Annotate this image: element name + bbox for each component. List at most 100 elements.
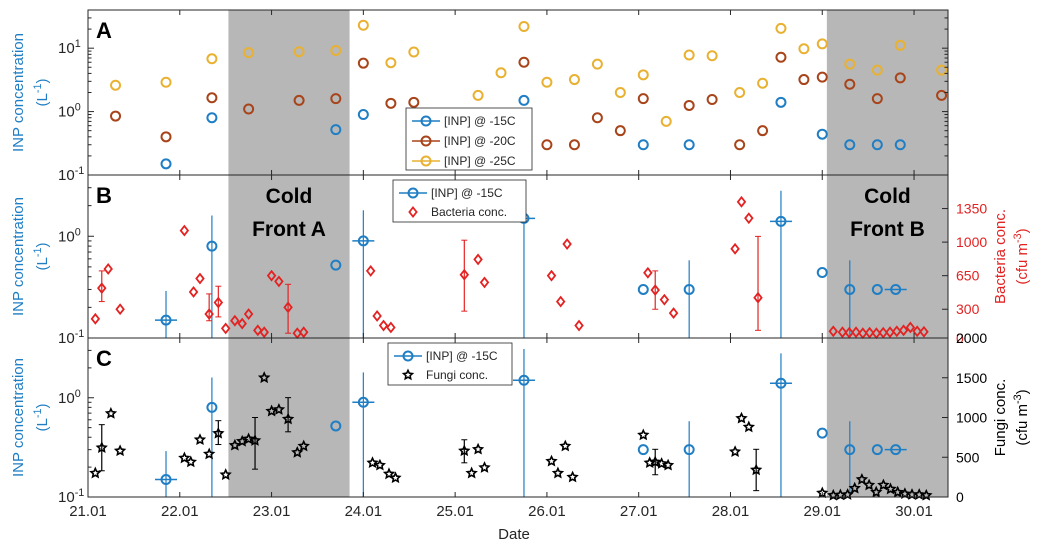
fungi-marker bbox=[898, 487, 911, 500]
inp-marker bbox=[206, 401, 218, 413]
right-y-tick-label: 300 bbox=[956, 301, 980, 317]
bacteria-marker bbox=[266, 269, 277, 282]
bacteria-marker bbox=[479, 276, 490, 289]
bacteria-marker bbox=[919, 325, 929, 338]
inp-marker bbox=[683, 444, 695, 456]
y-tick-label: 100 bbox=[58, 226, 81, 245]
inp-marker bbox=[890, 283, 902, 295]
inp-marker bbox=[798, 43, 810, 55]
fungi-marker bbox=[870, 485, 883, 498]
fungi-marker bbox=[366, 456, 379, 469]
bacteria-marker bbox=[892, 325, 902, 338]
bacteria-marker bbox=[378, 319, 389, 332]
right-y-tick-label: 2000 bbox=[956, 330, 987, 346]
bacteria-marker bbox=[753, 291, 763, 304]
fungi-marker bbox=[884, 482, 897, 495]
inp-marker bbox=[775, 51, 787, 63]
fungi-marker bbox=[566, 470, 579, 483]
fungi-marker bbox=[559, 439, 572, 452]
bacteria-marker bbox=[204, 308, 214, 320]
fungi-marker bbox=[272, 402, 286, 415]
fungi-marker bbox=[749, 463, 763, 476]
fungi-marker bbox=[637, 428, 650, 441]
inp-marker bbox=[518, 94, 530, 106]
inp-marker bbox=[683, 139, 695, 151]
inp-marker bbox=[816, 128, 828, 140]
inp-marker bbox=[110, 79, 122, 91]
fungi-marker bbox=[545, 454, 558, 467]
inp-marker bbox=[757, 125, 769, 137]
fungi-marker bbox=[228, 438, 242, 451]
bacteria-marker bbox=[546, 269, 557, 282]
inp-marker bbox=[798, 74, 810, 86]
x-tick-label: 21.01 bbox=[69, 503, 107, 520]
inp-marker bbox=[844, 58, 856, 70]
x-tick-label: 27.01 bbox=[620, 503, 658, 520]
bacteria-marker bbox=[188, 286, 199, 298]
y-tick-label: 10-1 bbox=[58, 328, 84, 347]
inp-marker bbox=[614, 87, 626, 98]
inp-marker bbox=[408, 96, 420, 108]
inp-marker bbox=[160, 158, 172, 170]
fungi-marker bbox=[248, 434, 262, 446]
inp-marker bbox=[408, 46, 420, 58]
bacteria-marker bbox=[103, 263, 113, 275]
fungi-marker bbox=[265, 404, 278, 417]
inp-marker bbox=[816, 267, 828, 279]
inp-marker bbox=[871, 93, 883, 105]
inp-marker bbox=[775, 377, 787, 389]
bacteria-marker bbox=[562, 238, 572, 250]
legend-label: [INP] @ -15C bbox=[444, 114, 516, 128]
inp-marker bbox=[871, 283, 883, 295]
bacteria-marker bbox=[473, 253, 483, 266]
bacteria-marker bbox=[372, 310, 382, 322]
fungi-marker bbox=[297, 439, 310, 452]
bacteria-marker bbox=[643, 266, 653, 279]
cold-front-band bbox=[826, 10, 948, 497]
inp-marker bbox=[243, 47, 255, 59]
inp-marker bbox=[591, 58, 603, 70]
bacteria-marker bbox=[365, 264, 376, 277]
inp-marker bbox=[683, 283, 695, 295]
bacteria-marker bbox=[459, 268, 470, 281]
x-tick-label: 28.01 bbox=[712, 503, 750, 520]
bacteria-marker bbox=[851, 326, 861, 339]
bacteria-marker bbox=[730, 242, 740, 255]
bacteria-marker bbox=[220, 322, 231, 335]
inp-marker bbox=[614, 125, 626, 137]
fungi-marker bbox=[178, 451, 191, 464]
fungi-marker bbox=[735, 411, 748, 424]
bacteria-marker bbox=[837, 326, 848, 339]
fungi-marker bbox=[551, 466, 565, 479]
bacteria-marker bbox=[864, 326, 875, 339]
inp-marker bbox=[816, 427, 828, 439]
inp-marker bbox=[775, 215, 787, 227]
legend-label: Bacteria conc. bbox=[431, 205, 507, 219]
bacteria-marker bbox=[274, 275, 284, 288]
inp-marker bbox=[518, 20, 530, 32]
bacteria-marker bbox=[90, 312, 101, 325]
y-axis-unit: (L-1) bbox=[32, 79, 51, 107]
right-axis-label: Bacteria conc. bbox=[992, 209, 1009, 304]
legends: [INP] @ -15C [INP] @ -20C [INP] @ -25C [INP… bbox=[387, 107, 533, 386]
inp-marker bbox=[734, 87, 746, 98]
cold-front-label: Cold bbox=[266, 185, 313, 208]
bacteria-marker bbox=[386, 321, 396, 334]
fungi-marker bbox=[184, 455, 198, 468]
bacteria-marker bbox=[744, 212, 754, 225]
bacteria-marker bbox=[259, 326, 269, 339]
bacteria-marker bbox=[555, 295, 566, 308]
inp-marker bbox=[206, 53, 218, 65]
fungi-marker bbox=[193, 433, 207, 446]
bacteria-marker bbox=[668, 307, 679, 320]
inp-marker bbox=[683, 49, 695, 61]
right-y-tick-label: 500 bbox=[956, 449, 980, 465]
fungi-marker bbox=[389, 471, 402, 484]
inp-marker bbox=[734, 139, 746, 151]
x-tick-label: 23.01 bbox=[253, 503, 291, 520]
x-tick-label: 25.01 bbox=[436, 503, 474, 520]
y-tick-label: 101 bbox=[58, 38, 81, 57]
bacteria-marker bbox=[659, 293, 670, 306]
inp-marker bbox=[844, 78, 856, 90]
legend-marker bbox=[420, 135, 432, 147]
